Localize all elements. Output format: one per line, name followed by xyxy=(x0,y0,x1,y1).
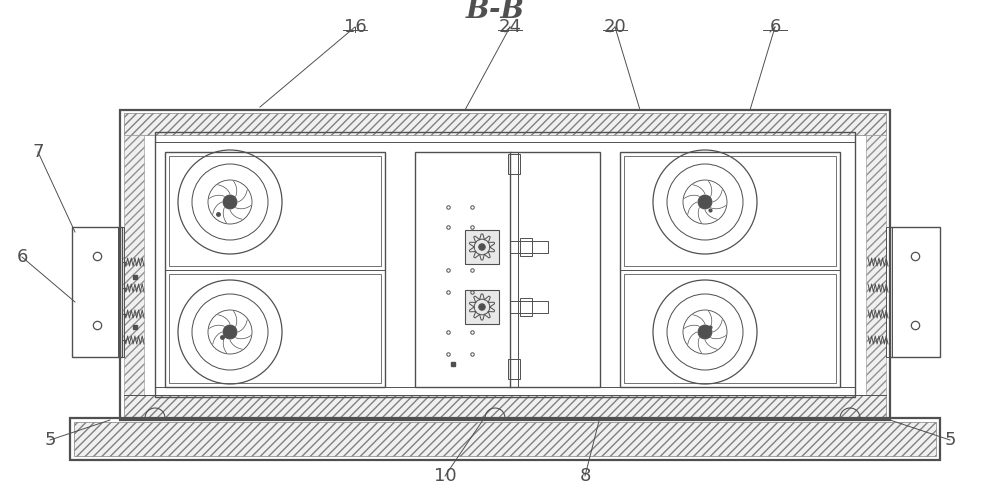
Text: 6: 6 xyxy=(769,18,781,36)
Bar xyxy=(620,152,840,387)
Text: 7: 7 xyxy=(32,143,44,161)
Text: 5: 5 xyxy=(944,431,956,449)
Bar xyxy=(520,238,532,256)
Bar xyxy=(155,132,855,397)
Bar xyxy=(124,135,144,395)
Bar xyxy=(508,359,520,379)
Text: 24: 24 xyxy=(498,18,522,36)
Bar xyxy=(624,156,836,266)
Bar xyxy=(890,227,940,357)
Text: B-B: B-B xyxy=(466,0,524,24)
Text: 20: 20 xyxy=(604,18,626,36)
Bar xyxy=(70,418,940,460)
Bar xyxy=(510,241,548,253)
Circle shape xyxy=(698,195,712,209)
Bar xyxy=(124,395,886,417)
Bar xyxy=(118,227,124,357)
Bar xyxy=(510,301,548,313)
Text: 5: 5 xyxy=(44,431,56,449)
Bar xyxy=(124,113,886,135)
Text: 8: 8 xyxy=(579,467,591,485)
Bar xyxy=(120,110,890,420)
Bar xyxy=(465,230,499,264)
Bar xyxy=(624,274,836,383)
Bar xyxy=(866,135,886,395)
Circle shape xyxy=(479,244,485,250)
Circle shape xyxy=(223,325,237,339)
Bar xyxy=(465,290,499,324)
Bar xyxy=(520,298,532,316)
Circle shape xyxy=(223,195,237,209)
Bar xyxy=(169,156,381,266)
Bar xyxy=(415,152,600,387)
Bar xyxy=(72,227,122,357)
Bar xyxy=(508,154,520,174)
Text: 16: 16 xyxy=(344,18,366,36)
Bar xyxy=(886,227,892,357)
Bar xyxy=(169,274,381,383)
Circle shape xyxy=(698,325,712,339)
Bar xyxy=(74,422,936,456)
Text: 6: 6 xyxy=(16,248,28,266)
Bar xyxy=(165,152,385,387)
Text: 10: 10 xyxy=(434,467,456,485)
Circle shape xyxy=(479,304,485,310)
